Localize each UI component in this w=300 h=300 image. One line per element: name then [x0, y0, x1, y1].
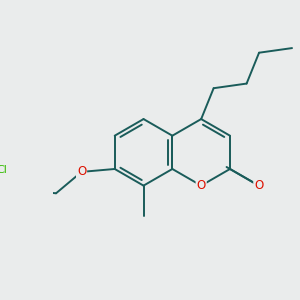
Text: O: O [254, 179, 263, 192]
Text: Cl: Cl [0, 165, 8, 175]
Text: O: O [77, 165, 86, 178]
Text: O: O [196, 179, 206, 192]
